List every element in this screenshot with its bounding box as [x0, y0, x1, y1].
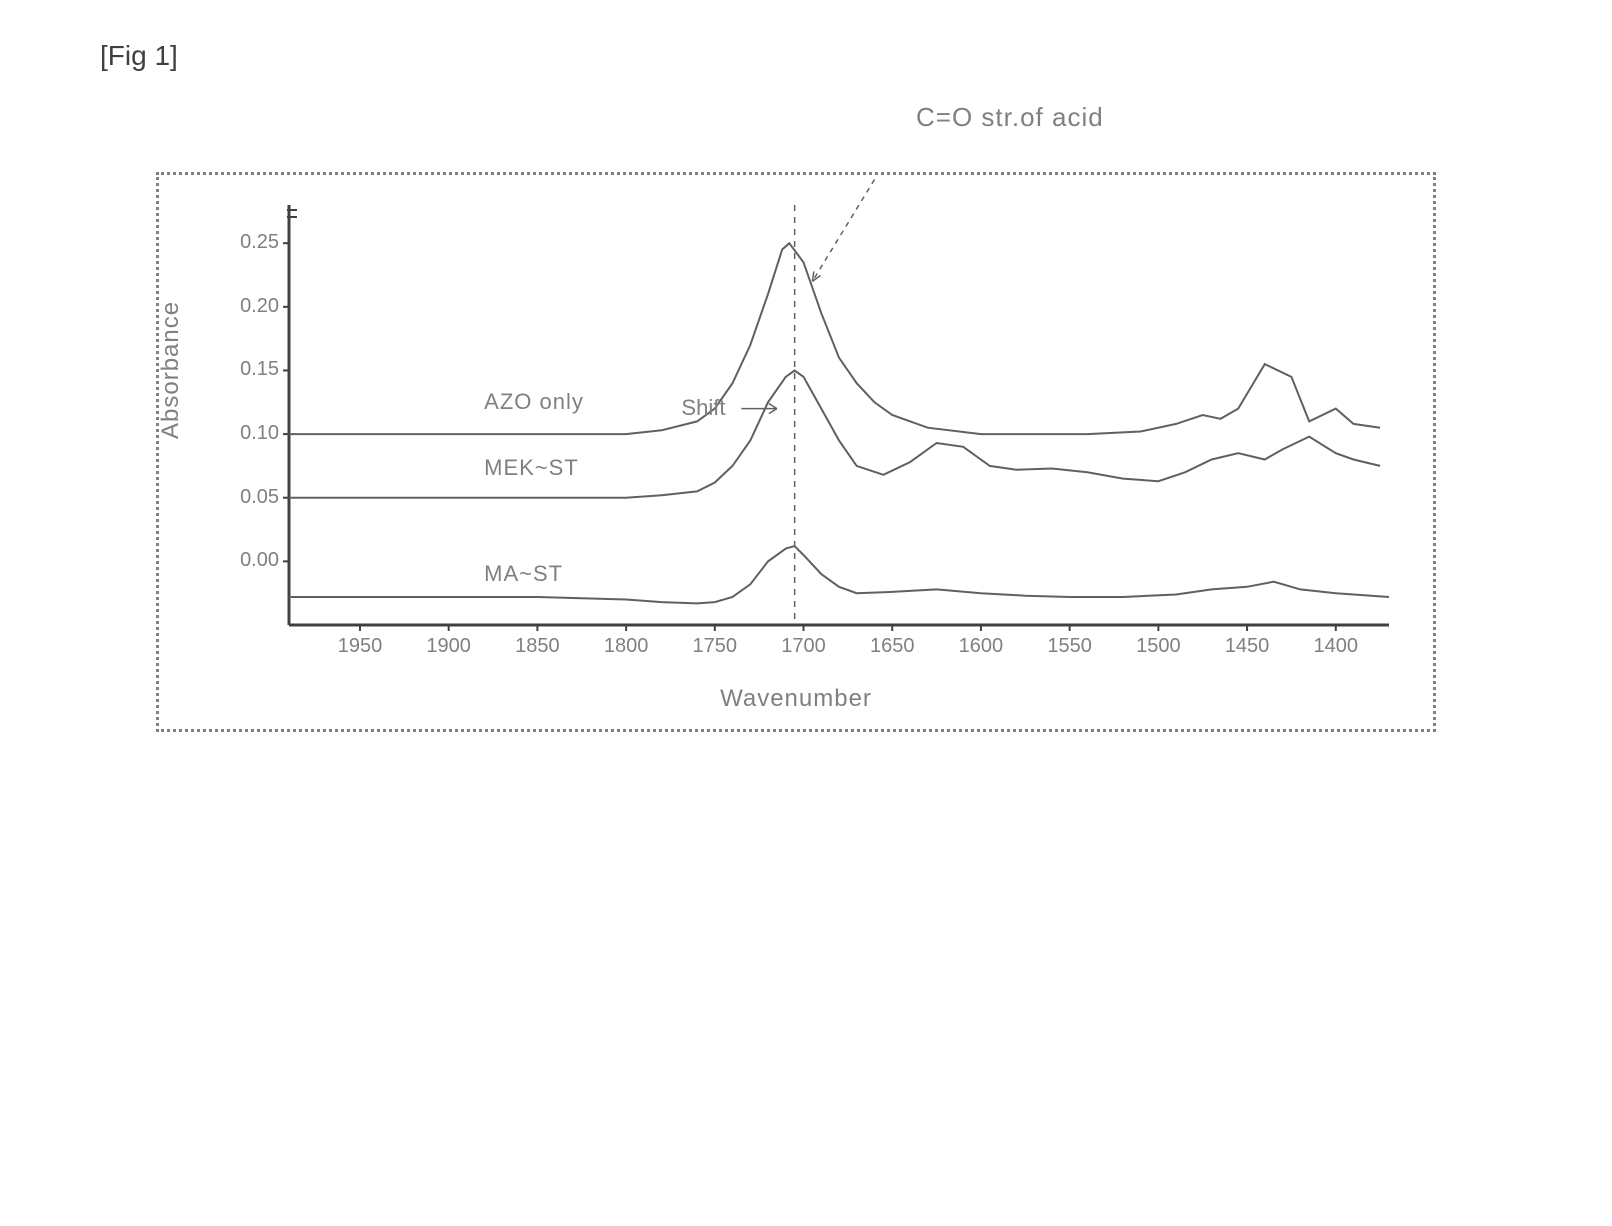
y-tick-label: 0.25 [219, 231, 279, 254]
y-tick-label: 0.05 [219, 486, 279, 509]
x-tick-label: 1500 [1136, 635, 1181, 658]
x-tick-label: 1900 [426, 635, 471, 658]
annotation-label: C=O str.of acid [916, 102, 1104, 133]
x-tick-label: 1950 [338, 635, 383, 658]
figure-label: [Fig 1] [100, 40, 1572, 72]
chart-wrapper: C=O str.of acid Absorbance Wavenumber 0.… [156, 172, 1456, 732]
x-tick-label: 1550 [1047, 635, 1092, 658]
y-axis-label: Absorbance [157, 301, 185, 439]
x-tick-label: 1450 [1225, 635, 1270, 658]
x-tick-label: 1600 [959, 635, 1004, 658]
x-tick-label: 1700 [781, 635, 826, 658]
x-axis-label: Wavenumber [720, 685, 872, 713]
series-label: MEK~ST [484, 455, 579, 481]
y-tick-label: 0.20 [219, 295, 279, 318]
plot-area: 0.000.050.100.150.200.251950190018501800… [289, 205, 1389, 625]
series-MA-ST [289, 546, 1389, 603]
series-label: MA~ST [484, 561, 563, 587]
x-tick-label: 1400 [1314, 635, 1359, 658]
chart-border: Absorbance Wavenumber 0.000.050.100.150.… [156, 172, 1436, 732]
shift-label: Shift [681, 395, 725, 421]
plot-svg [289, 205, 1389, 625]
series-AZO-only [289, 243, 1380, 434]
y-tick-label: 0.15 [219, 358, 279, 381]
y-tick-label: 0.10 [219, 422, 279, 445]
x-tick-label: 1800 [604, 635, 649, 658]
x-tick-label: 1850 [515, 635, 560, 658]
y-tick-label: 0.00 [219, 549, 279, 572]
annotation-arrow [812, 180, 874, 282]
x-tick-label: 1750 [693, 635, 738, 658]
series-label: AZO only [484, 389, 584, 415]
x-tick-label: 1650 [870, 635, 915, 658]
